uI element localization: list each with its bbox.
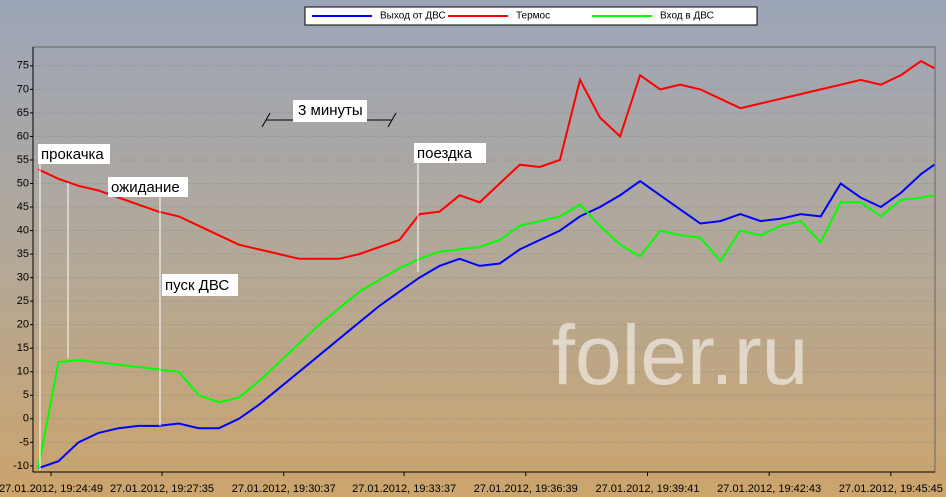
y-tick-label: 40 <box>17 224 29 236</box>
x-tick-label: 27.01.2012, 19:39:41 <box>595 483 699 495</box>
y-tick-label: 20 <box>17 319 29 331</box>
y-tick-label: 5 <box>23 389 29 401</box>
annotation-box <box>414 143 486 163</box>
y-tick-label: 30 <box>17 272 29 284</box>
x-tick-label: 27.01.2012, 19:45:45 <box>839 483 943 495</box>
legend-items: Выход от ДВС Термос Вход в ДВС <box>312 11 714 22</box>
y-tick-label: -5 <box>19 436 29 448</box>
y-tick-label: 25 <box>17 295 29 307</box>
x-tick-label: 27.01.2012, 19:42:43 <box>717 483 821 495</box>
annotation-box <box>38 144 110 164</box>
watermark: foler.ru <box>552 308 809 402</box>
y-tick-label: 45 <box>17 201 29 213</box>
series-line <box>37 163 935 470</box>
annotation-box <box>162 274 238 296</box>
x-tick-label: 27.01.2012, 19:36:39 <box>474 483 578 495</box>
y-tick-label: 55 <box>17 154 29 166</box>
legend-label: Термос <box>516 11 550 22</box>
y-tick-label: 75 <box>17 60 29 72</box>
x-tick-label: 27.01.2012, 19:33:37 <box>352 483 456 495</box>
annotation: пуск ДВС <box>165 277 229 294</box>
annotation: поездка <box>417 145 473 162</box>
grid: -10 -5 0 5 10 15 20 25 30 35 40 45 50 55 60 65 70 75 27.01… <box>0 46 943 495</box>
y-tick-label: -10 <box>13 460 29 472</box>
annotation-box <box>108 177 188 197</box>
x-tick-label: 27.01.2012, 19:30:37 <box>232 483 336 495</box>
y-tick-label: 15 <box>17 342 29 354</box>
y-tick-label: 10 <box>17 366 29 378</box>
series-line <box>37 59 935 260</box>
legend-label: Выход от ДВС <box>380 11 446 22</box>
bracket-end <box>387 112 397 128</box>
annotation: 3 минуты <box>298 102 363 119</box>
series-line <box>37 194 935 469</box>
y-tick-label: 65 <box>17 107 29 119</box>
annotation: ожидание <box>111 179 180 196</box>
legend <box>304 6 758 26</box>
y-tick-label: 60 <box>17 130 29 142</box>
y-tick-label: 50 <box>17 177 29 189</box>
annotation-lines <box>39 160 419 470</box>
y-tick-label: 0 <box>23 413 29 425</box>
annotation-box <box>293 100 367 122</box>
annotation: прокачка <box>41 146 104 163</box>
y-tick-label: 70 <box>17 83 29 95</box>
x-tick-label: 27.01.2012, 19:27:35 <box>110 483 214 495</box>
bracket-end <box>261 112 271 128</box>
x-tick-label: 27.01.2012, 19:24:49 <box>0 483 103 495</box>
legend-label: Вход в ДВС <box>660 11 714 22</box>
plot <box>37 59 935 470</box>
y-tick-label: 35 <box>17 248 29 260</box>
